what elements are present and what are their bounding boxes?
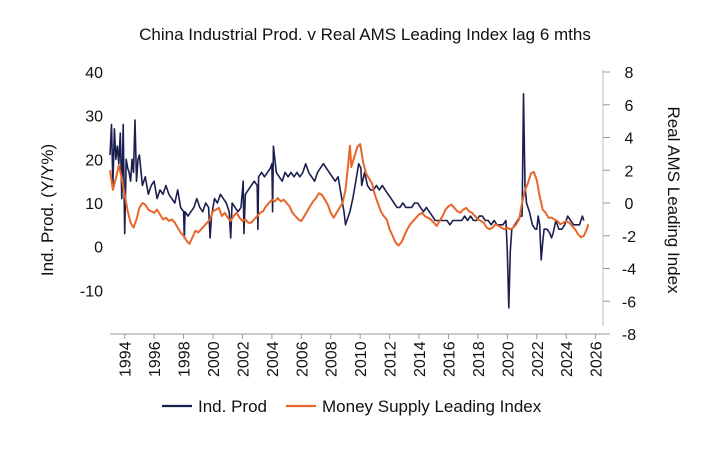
series-line-ind-prod bbox=[109, 93, 585, 309]
x-tick-label: 2012 bbox=[383, 341, 400, 377]
x-tick-label: 2010 bbox=[353, 341, 370, 377]
x-tick-label: 2022 bbox=[530, 341, 547, 377]
right-tick-label: 8 bbox=[625, 65, 634, 82]
x-tick-label: 2016 bbox=[441, 341, 458, 377]
legend-label-money-supply: Money Supply Leading Index bbox=[322, 397, 542, 416]
left-axis-label: Ind. Prod. (Y/Y%) bbox=[38, 144, 57, 276]
x-tick-label: 2024 bbox=[559, 341, 576, 377]
x-tick-label: 2000 bbox=[206, 341, 223, 377]
x-tick-label: 1998 bbox=[177, 341, 194, 377]
right-axis-ticks: 8 6 4 2 0 -2 -4 -6 -8 bbox=[603, 65, 636, 344]
left-tick-label: 40 bbox=[85, 65, 103, 82]
right-tick-label: -2 bbox=[622, 229, 636, 246]
x-tick-label: 1996 bbox=[147, 341, 164, 377]
right-tick-label: 0 bbox=[625, 196, 634, 213]
x-tick-label: 2018 bbox=[471, 341, 488, 377]
x-tick-label: 2004 bbox=[265, 341, 282, 377]
legend-label-ind-prod: Ind. Prod bbox=[198, 397, 267, 416]
right-tick-label: -8 bbox=[622, 327, 636, 344]
right-tick-label: -4 bbox=[622, 262, 636, 279]
x-tick-label: 2008 bbox=[324, 341, 341, 377]
left-tick-label: 0 bbox=[94, 240, 103, 257]
series-line-money-supply bbox=[109, 143, 590, 247]
x-tick-label: 2026 bbox=[589, 341, 606, 377]
left-tick-label: 10 bbox=[85, 196, 103, 213]
chart-title: China Industrial Prod. v Real AMS Leadin… bbox=[139, 25, 591, 44]
left-axis-ticks: 40 30 20 10 0 -10 bbox=[80, 65, 103, 300]
right-tick-label: -6 bbox=[622, 294, 636, 311]
right-axis-label: Real AMS Leading Index bbox=[664, 106, 683, 294]
x-axis-ticks: 1994 1996 1998 2000 2002 2004 2006 2008 2010 2012… bbox=[118, 334, 606, 377]
x-tick-label: 2020 bbox=[500, 341, 517, 377]
x-tick-label: 1994 bbox=[118, 341, 135, 377]
right-tick-label: 2 bbox=[625, 163, 634, 180]
left-tick-label: -10 bbox=[80, 283, 103, 300]
left-tick-label: 20 bbox=[85, 152, 103, 169]
right-tick-label: 6 bbox=[625, 98, 634, 115]
x-tick-label: 2014 bbox=[412, 341, 429, 377]
legend: Ind. Prod Money Supply Leading Index bbox=[162, 397, 542, 416]
left-tick-label: 30 bbox=[85, 109, 103, 126]
x-tick-label: 2006 bbox=[294, 341, 311, 377]
x-tick-label: 2002 bbox=[235, 341, 252, 377]
right-tick-label: 4 bbox=[625, 131, 634, 148]
plot-area bbox=[109, 70, 604, 335]
